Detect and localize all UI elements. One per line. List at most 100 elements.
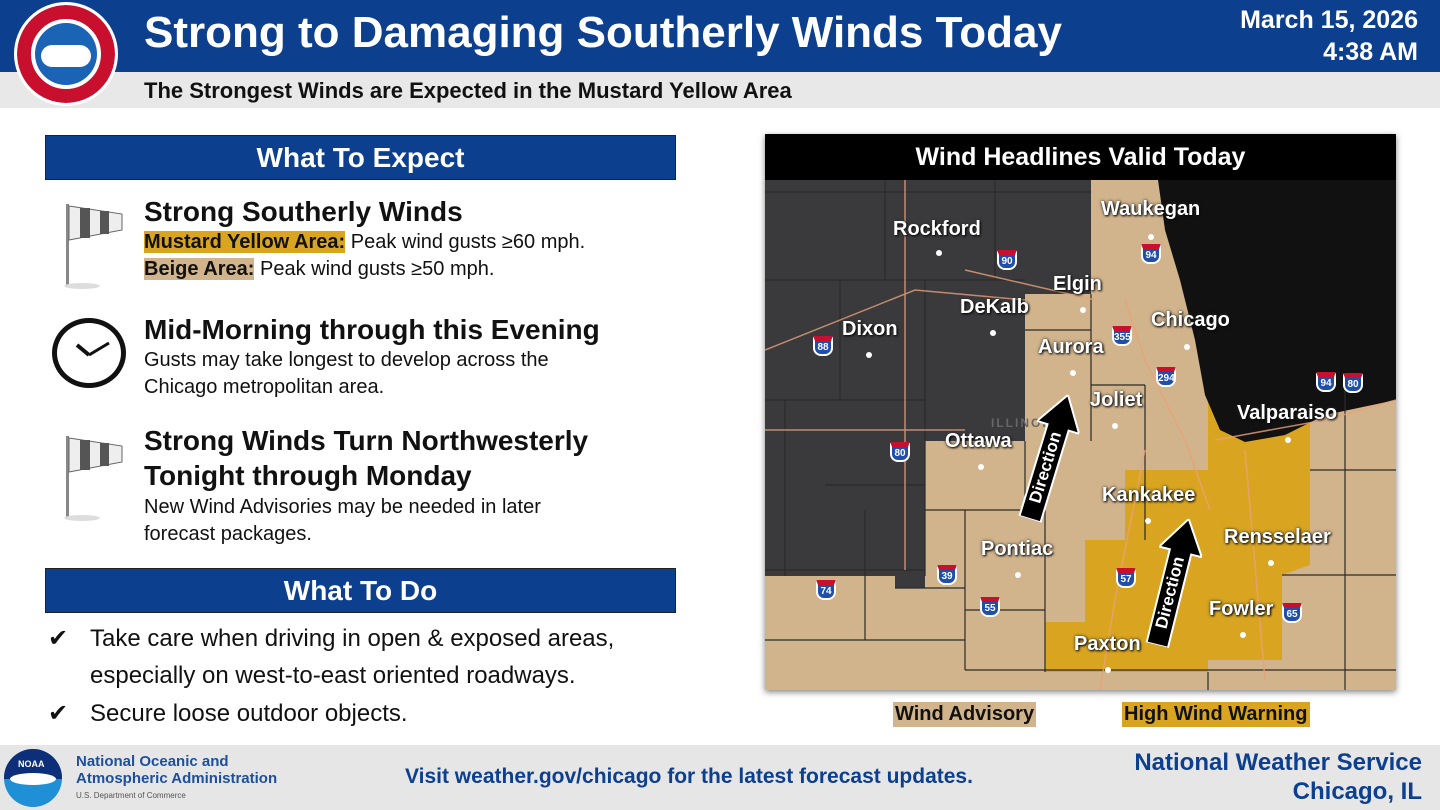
issue-time: 4:38 AM — [1323, 38, 1418, 66]
city-dot — [1112, 423, 1118, 429]
issue-datetime: March 15, 2026 4:38 AM — [1240, 4, 1418, 68]
interstate-shield: 80 — [890, 442, 910, 462]
city-dot — [1070, 370, 1076, 376]
expect-item-text: New Wind Advisories may be needed in lat… — [144, 496, 541, 518]
high-wind-warning-area — [1045, 375, 1310, 672]
footer: NOAA National Oceanic and Atmospheric Adm… — [0, 745, 1440, 810]
noaa-name: National Oceanic and Atmospheric Administ… — [76, 753, 277, 787]
wind-direction-arrow: Direction — [1136, 514, 1210, 651]
checkmark-icon: ✔ — [48, 700, 69, 727]
clock-icon — [52, 318, 126, 388]
interstate-shield: 39 — [937, 565, 957, 585]
interstate-shield: 88 — [813, 336, 833, 356]
mustard-area-line: Mustard Yellow Area: Peak wind gusts ≥60… — [144, 229, 585, 256]
city-label: Aurora — [1038, 336, 1104, 358]
expect-item-title: Mid-Morning through this Evening — [144, 314, 600, 345]
todo-text: Secure loose outdoor objects. — [90, 700, 408, 727]
city-dot — [1148, 234, 1154, 240]
noaa-logo: NOAA — [4, 749, 62, 807]
noaa-logo-text: NOAA — [18, 759, 45, 769]
city-label: Waukegan — [1101, 198, 1201, 220]
interstate-shield: 55 — [980, 597, 1000, 617]
map-canvas: ILLINOIS Rockford Waukegan Elgin DeKalb Dixo… — [765, 180, 1396, 690]
map-title: Wind Headlines Valid Today — [765, 134, 1396, 180]
wind-direction-arrow: Direction — [1009, 388, 1089, 525]
city-label: Elgin — [1053, 273, 1102, 295]
arrow-icon — [1018, 393, 1081, 524]
city-label: DeKalb — [960, 296, 1029, 318]
city-dot — [1285, 437, 1291, 443]
interstate-shield: 294 — [1156, 367, 1176, 387]
interstate-shield: 355 — [1112, 326, 1132, 346]
city-dot — [1015, 572, 1021, 578]
city-label: Fowler — [1209, 598, 1274, 620]
nws-logo — [14, 2, 118, 106]
what-to-do-heading: What To Do — [45, 568, 676, 613]
expect-item-title: Strong Southerly Winds — [144, 196, 463, 227]
subtitle: The Strongest Winds are Expected in the … — [144, 78, 792, 103]
city-dot — [978, 464, 984, 470]
mustard-area-text: Peak wind gusts ≥60 mph. — [345, 231, 586, 253]
city-label: Valparaiso — [1237, 402, 1338, 424]
expect-item-title: Strong Winds Turn Northwesterly — [144, 425, 589, 456]
windsock-icon — [64, 436, 123, 521]
interstate-shield: 90 — [997, 250, 1017, 270]
roads — [765, 180, 1396, 690]
expect-item-title: Tonight through Monday — [144, 460, 472, 491]
city-dot — [1145, 518, 1151, 524]
city-label: Paxton — [1074, 633, 1141, 655]
issue-date: March 15, 2026 — [1240, 6, 1418, 34]
city-label: Rockford — [893, 218, 981, 240]
expect-item-text: Chicago metropolitan area. — [144, 376, 385, 398]
checkmark-icon: ✔ — [48, 625, 69, 652]
noaa-name-line: Atmospheric Administration — [76, 770, 278, 787]
city-dot — [936, 250, 942, 256]
city-label: Pontiac — [981, 538, 1054, 560]
beige-area-label: Beige Area: — [144, 258, 255, 280]
expect-item-text: forecast packages. — [144, 523, 312, 545]
header-bar: Strong to Damaging Southerly Winds Today… — [0, 0, 1440, 72]
beige-area-text: Peak wind gusts ≥50 mph. — [254, 258, 495, 280]
legend-high-wind-warning: High Wind Warning — [1122, 702, 1310, 727]
windsock-icon — [64, 204, 123, 289]
city-dot — [1184, 344, 1190, 350]
city-dot — [1080, 307, 1086, 313]
city-dot — [1240, 632, 1246, 638]
subtitle-strip: The Strongest Winds are Expected in the … — [0, 72, 1440, 108]
beige-area-line: Beige Area: Peak wind gusts ≥50 mph. — [144, 256, 494, 283]
wind-headlines-map: Wind Headlines Valid Today ILLINOIS Rock… — [765, 134, 1396, 690]
interstate-shield: 57 — [1116, 568, 1136, 588]
website-link[interactable]: Visit weather.gov/chicago for the latest… — [405, 765, 973, 788]
city-label: Rensselaer — [1224, 526, 1331, 548]
todo-item: ✔ Secure loose outdoor objects. — [48, 695, 688, 732]
page-title: Strong to Damaging Southerly Winds Today — [144, 8, 1062, 57]
interstate-shield: 80 — [1343, 373, 1363, 393]
interstate-shield: 65 — [1282, 603, 1302, 623]
todo-item: ✔ Take care when driving in open & expos… — [48, 620, 688, 694]
office-location: Chicago, IL — [1292, 778, 1422, 805]
city-dot — [866, 352, 872, 358]
legend-wind-advisory: Wind Advisory — [893, 702, 1037, 727]
city-label: Kankakee — [1102, 484, 1196, 506]
office-name: National Weather Service Chicago, IL — [1134, 748, 1422, 806]
city-label: Chicago — [1151, 309, 1230, 331]
city-label: Dixon — [842, 318, 898, 340]
outside-area — [765, 180, 1091, 588]
what-to-expect-heading: What To Expect — [45, 135, 676, 180]
city-dot — [1268, 560, 1274, 566]
expect-item-text: Gusts may take longest to develop across… — [144, 349, 549, 371]
arrow-icon — [1145, 517, 1204, 649]
noaa-name-line: National Oceanic and — [76, 753, 229, 770]
todo-text: especially on west-to-east oriented road… — [90, 662, 576, 689]
interstate-shield: 94 — [1141, 244, 1161, 264]
interstate-shield: 94 — [1316, 372, 1336, 392]
mustard-area-label: Mustard Yellow Area: — [144, 231, 346, 253]
lake-michigan — [1158, 180, 1396, 442]
city-label: Ottawa — [945, 430, 1012, 452]
office-line: National Weather Service — [1134, 749, 1422, 776]
city-dot — [1105, 667, 1111, 673]
noaa-department: U.S. Department of Commerce — [76, 791, 186, 800]
city-label: Joliet — [1090, 389, 1143, 411]
interstate-shield: 74 — [816, 580, 836, 600]
city-dot — [990, 330, 996, 336]
